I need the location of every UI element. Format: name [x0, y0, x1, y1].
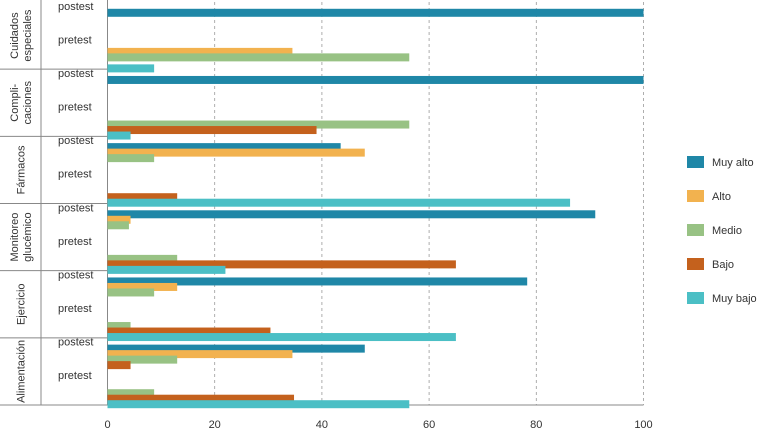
group-label: Fármacos: [16, 145, 28, 194]
bar-alimentaci-n-postest-medio: [107, 355, 178, 364]
legend-label-alto: Alto: [712, 191, 731, 203]
bar-ejercicio-postest-alto: [107, 282, 178, 291]
phase-label: pretest: [58, 370, 92, 382]
bar-cuidados-especiales-pretest-alto: [107, 47, 293, 56]
bar-alimentaci-n-postest-bajo: [107, 361, 131, 370]
group-label: Cuidadosespeciales: [9, 9, 34, 61]
bar-ejercicio-pretest-medio: [107, 322, 131, 331]
phase-label: pretest: [58, 169, 92, 181]
bar-monitoreo-gluc-mico-postest-medio: [107, 221, 129, 230]
legend-label-muy-bajo: Muy bajo: [712, 293, 757, 305]
phase-label: postest: [58, 269, 93, 281]
bar-compli-caciones-pretest-bajo: [107, 126, 317, 135]
bar-cuidados-especiales-postest-muy-alto: [107, 8, 644, 17]
legend-swatch-alto: [687, 190, 704, 202]
phase-label: postest: [58, 1, 93, 13]
bar-compli-caciones-postest-muy-alto: [107, 75, 644, 84]
legend-swatch-muy-bajo: [687, 292, 704, 304]
phase-label: postest: [58, 337, 93, 349]
bar-monitoreo-gluc-mico-pretest-medio: [107, 254, 178, 263]
x-tick-label: 100: [634, 419, 652, 431]
phase-label: postest: [58, 68, 93, 80]
bar-f-rmacos-pretest-bajo: [107, 193, 178, 202]
bar-compli-caciones-pretest-muy-bajo: [107, 131, 131, 140]
legend-swatch-muy-alto: [687, 156, 704, 168]
bar-ejercicio-pretest-muy-bajo: [107, 333, 456, 342]
bar-alimentaci-n-pretest-muy-bajo: [107, 400, 410, 409]
phase-label: pretest: [58, 236, 92, 248]
bar-f-rmacos-postest-medio: [107, 154, 155, 163]
x-tick-label: 40: [316, 419, 328, 431]
legend-label-medio: Medio: [712, 225, 742, 237]
bar-alimentaci-n-pretest-medio: [107, 389, 155, 398]
group-label: Alimentación: [16, 340, 28, 403]
group-label: Monitoreoglucémico: [9, 212, 34, 262]
legend-label-bajo: Bajo: [712, 259, 734, 271]
x-tick-label: 0: [104, 419, 110, 431]
bar-f-rmacos-pretest-muy-bajo: [107, 198, 571, 207]
bar-monitoreo-gluc-mico-pretest-bajo: [107, 260, 456, 269]
bar-f-rmacos-postest-alto: [107, 148, 365, 157]
bar-ejercicio-postest-medio: [107, 288, 155, 297]
bar-monitoreo-gluc-mico-pretest-muy-bajo: [107, 265, 226, 274]
bar-alimentaci-n-postest-alto: [107, 350, 293, 359]
phase-label: pretest: [58, 102, 92, 114]
bar-ejercicio-pretest-bajo: [107, 327, 271, 336]
bar-compli-caciones-pretest-medio: [107, 120, 410, 129]
phase-label: pretest: [58, 34, 92, 46]
x-tick-label: 80: [530, 419, 542, 431]
bar-cuidados-especiales-pretest-muy-bajo: [107, 64, 155, 73]
bar-alimentaci-n-postest-muy-alto: [107, 344, 365, 353]
phase-label: pretest: [58, 303, 92, 315]
x-tick-label: 60: [423, 419, 435, 431]
bar-monitoreo-gluc-mico-postest-muy-alto: [107, 210, 596, 219]
bar-cuidados-especiales-pretest-medio: [107, 53, 410, 62]
bar-alimentaci-n-pretest-bajo: [107, 394, 295, 403]
x-tick-label: 20: [209, 419, 221, 431]
legend-swatch-bajo: [687, 258, 704, 270]
group-label: Ejercicio: [16, 283, 28, 325]
legend-swatch-medio: [687, 224, 704, 236]
bar-f-rmacos-postest-muy-alto: [107, 143, 341, 152]
bar-monitoreo-gluc-mico-postest-alto: [107, 215, 131, 224]
phase-label: postest: [58, 135, 93, 147]
legend-label-muy-alto: Muy alto: [712, 157, 754, 169]
group-label: Compli-caciones: [9, 81, 34, 125]
phase-label: postest: [58, 202, 93, 214]
bar-ejercicio-postest-muy-alto: [107, 277, 528, 286]
